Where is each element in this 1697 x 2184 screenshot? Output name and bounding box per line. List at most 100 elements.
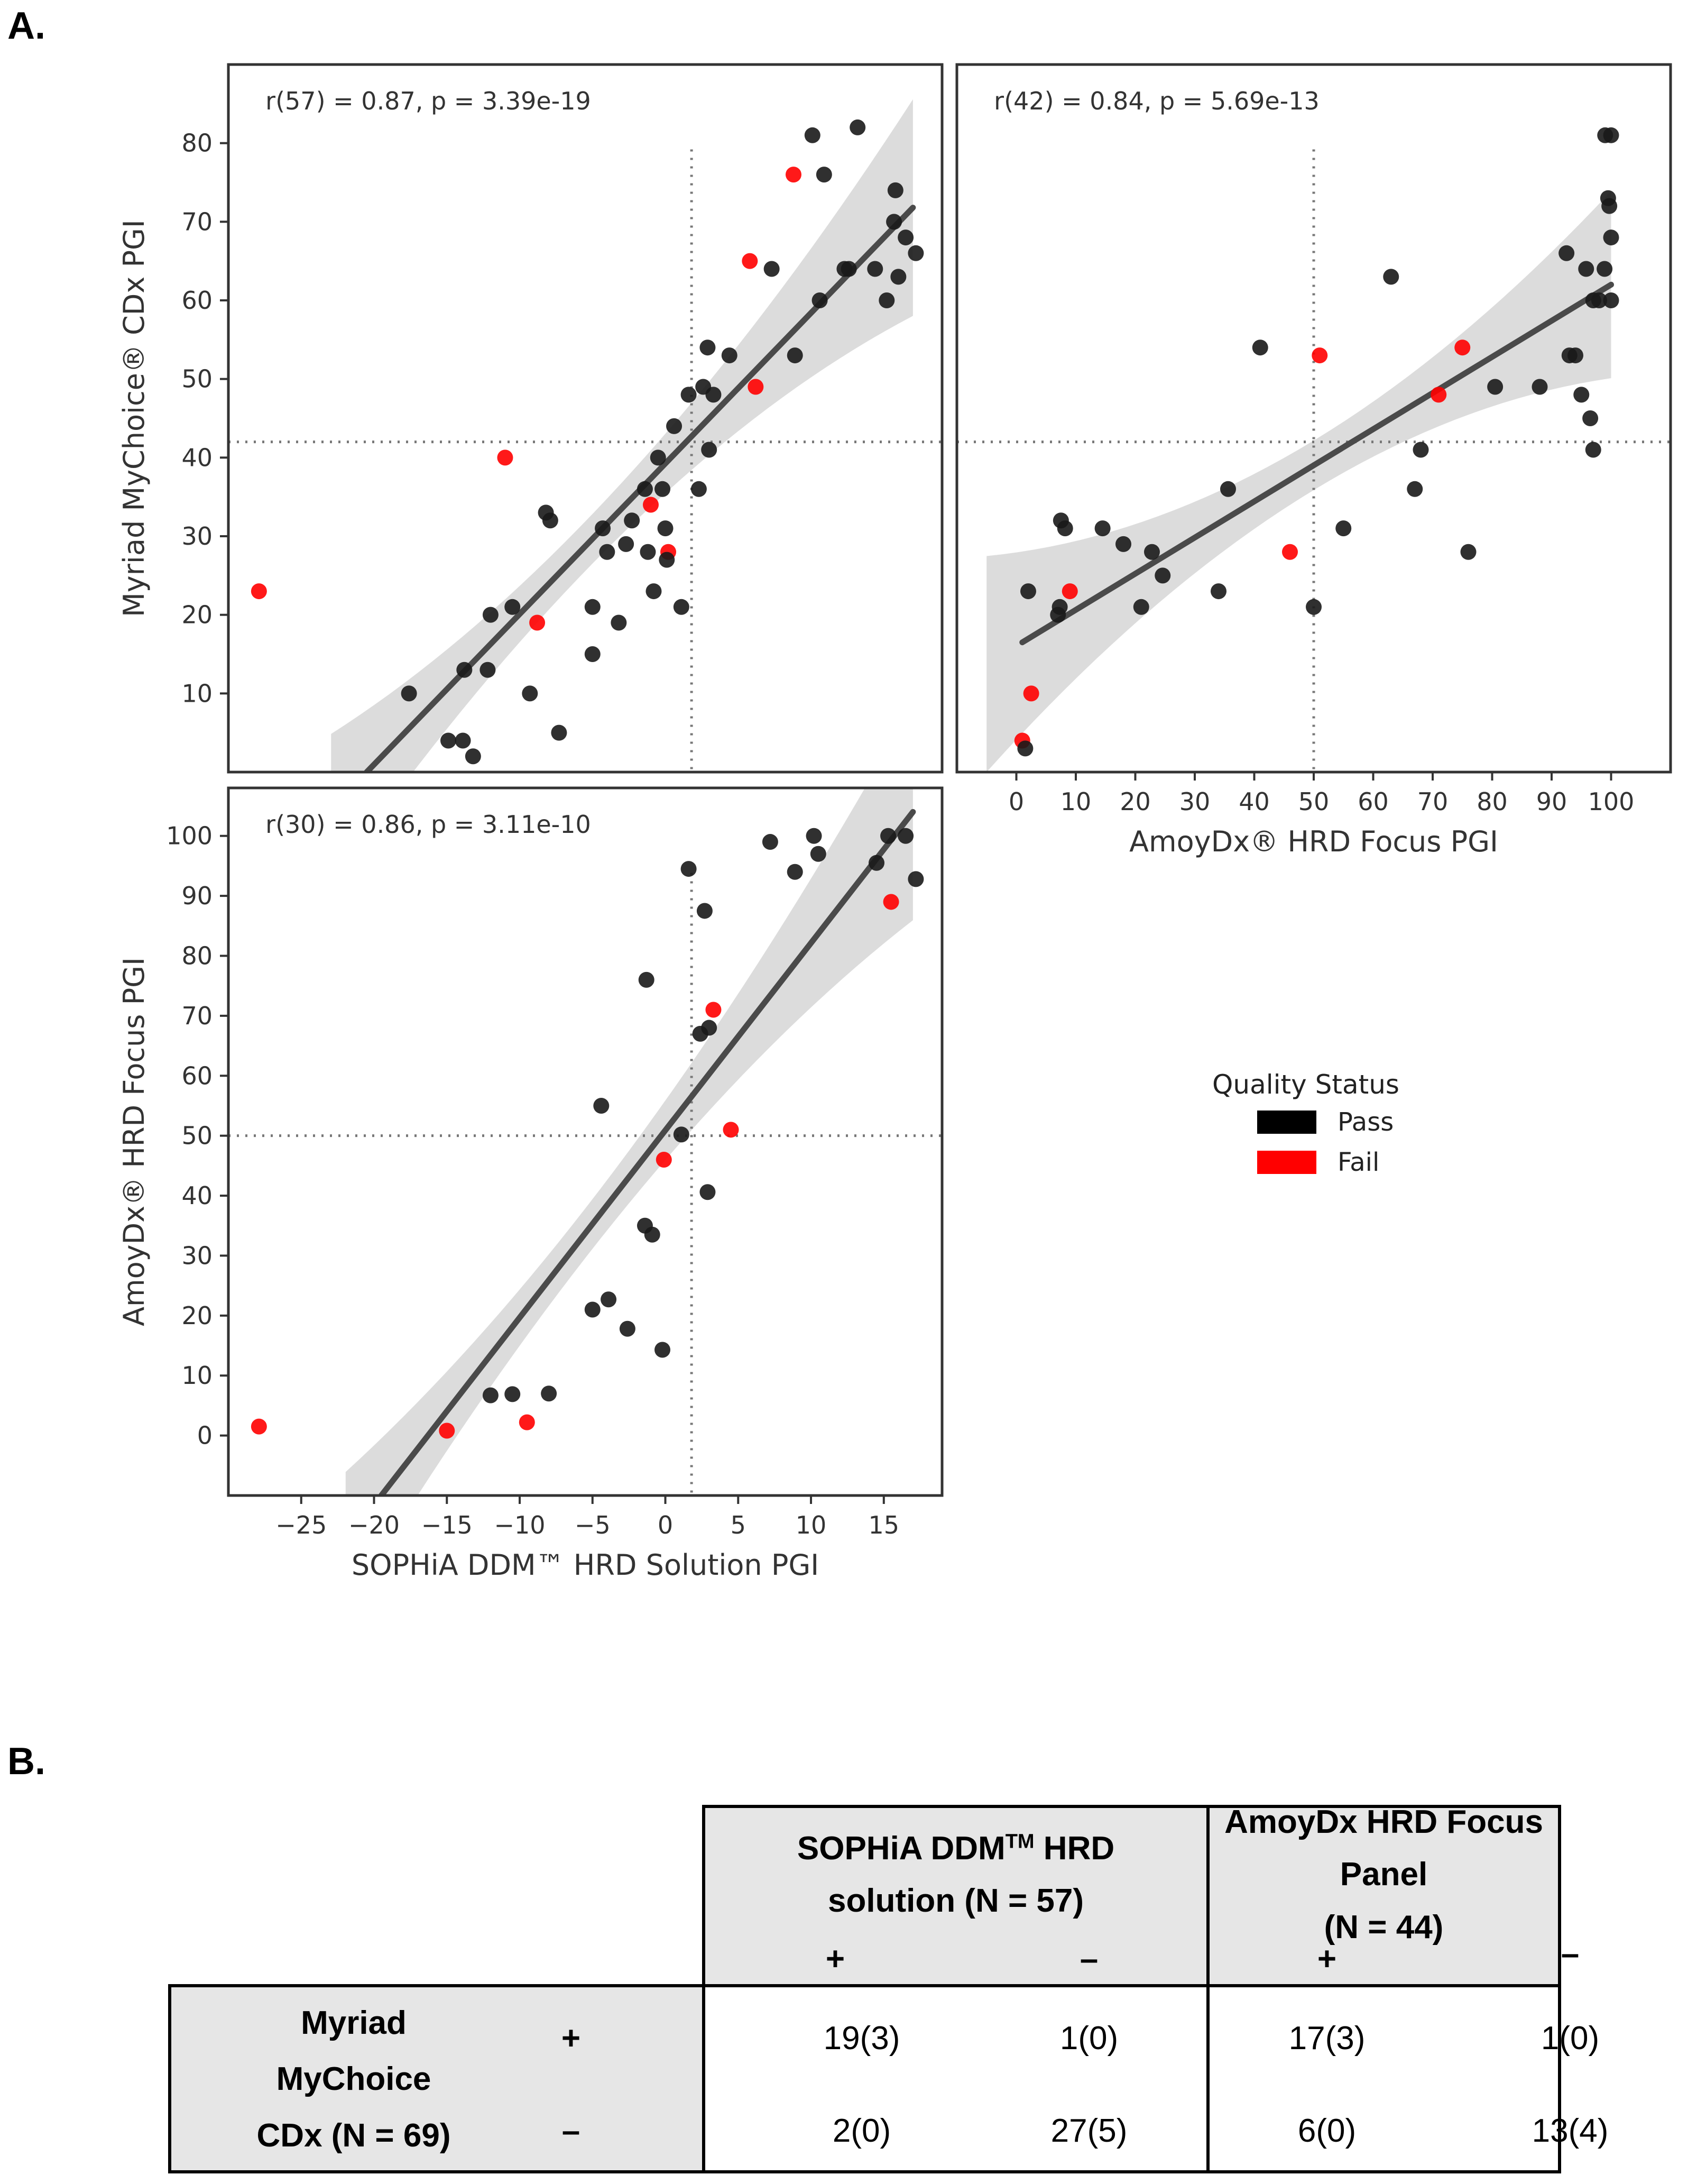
data-point-pass <box>804 127 820 143</box>
data-point-pass <box>504 599 521 615</box>
data-point-fail <box>519 1414 535 1430</box>
x-tick-label: 5 <box>731 1511 746 1539</box>
data-point-pass <box>1591 292 1607 308</box>
y-tick-label: 70 <box>181 1002 213 1030</box>
data-point-pass <box>1603 292 1619 308</box>
data-point-pass <box>1306 599 1322 615</box>
data-point-pass <box>1133 599 1149 615</box>
y-tick-label: 80 <box>181 941 213 970</box>
x-tick-label: 0 <box>658 1511 673 1539</box>
data-point-pass <box>482 607 499 623</box>
data-point-pass <box>850 119 866 135</box>
data-point-pass <box>1558 245 1575 261</box>
y-tick-label: 60 <box>181 286 213 315</box>
scatter-panel-amoydx-vs-myriad: r(42) = 0.84, p = 5.69e-13 0 10 20 30 40 50 60 7… <box>955 63 1672 858</box>
data-point-fail <box>742 253 758 269</box>
panel-label-b: B. <box>7 1740 45 1783</box>
col-sign-sophia-plus: + <box>825 1941 845 1978</box>
correlation-annotation: r(30) = 0.86, p = 3.11e-10 <box>265 810 591 839</box>
data-point-pass <box>867 261 883 277</box>
data-point-pass <box>673 1126 689 1143</box>
x-tick-label: 90 <box>1536 787 1567 816</box>
col-header-amoydx: AmoyDx HRD Focus Panel (N = 44) <box>1224 1804 1543 1946</box>
data-point-pass <box>908 245 924 261</box>
y-tick-label: 20 <box>181 1301 213 1330</box>
table-cell: 1(0) <box>1541 2020 1600 2057</box>
data-point-pass <box>1220 481 1236 497</box>
data-point-pass <box>1052 599 1068 615</box>
x-tick-label: 30 <box>1179 787 1211 816</box>
data-point-pass <box>908 871 924 887</box>
data-point-pass <box>1603 230 1619 246</box>
data-point-fail <box>529 614 546 631</box>
data-point-pass <box>657 520 674 537</box>
data-point-pass <box>1383 269 1399 285</box>
data-point-pass <box>898 828 914 844</box>
scatter-panel-sophia-vs-amoydx: r(30) = 0.86, p = 3.11e-1001020304050607… <box>117 786 944 1582</box>
data-point-fail <box>723 1122 739 1138</box>
data-point-pass <box>601 1291 617 1308</box>
row-sign-plus: + <box>561 2020 581 2057</box>
x-tick-label: 50 <box>1298 787 1330 816</box>
data-point-fail <box>656 1152 672 1168</box>
x-tick-label: −15 <box>421 1511 473 1539</box>
data-point-pass <box>1413 442 1429 458</box>
confidence-band <box>331 99 913 772</box>
table-cell: 13(4) <box>1532 2113 1609 2150</box>
data-point-pass <box>1532 379 1548 395</box>
data-point-pass <box>1017 740 1034 757</box>
data-point-pass <box>654 1342 671 1358</box>
data-point-pass <box>654 481 671 497</box>
col-sign-amoydx-minus: – <box>1561 1935 1580 1972</box>
y-tick-label: 40 <box>181 443 213 472</box>
data-point-pass <box>699 339 716 356</box>
data-point-pass <box>456 662 473 678</box>
data-point-pass <box>787 347 803 364</box>
data-point-pass <box>1460 544 1477 560</box>
data-point-pass <box>705 387 722 403</box>
x-axis-label: AmoyDx® HRD Focus PGI <box>1129 825 1498 858</box>
y-tick-label: 0 <box>197 1421 213 1450</box>
y-axis-label: Myriad MyChoice® CDx PGI <box>117 219 151 617</box>
x-axis-label: SOPHiA DDM™ HRD Solution PGI <box>352 1548 819 1582</box>
data-point-pass <box>1094 520 1111 537</box>
data-point-pass <box>659 552 675 568</box>
data-point-fail <box>785 167 801 183</box>
y-tick-label: 80 <box>181 129 213 158</box>
data-point-pass <box>611 614 627 631</box>
scatter-figure: r(57) = 0.87, p = 3.39e-1910203040506070… <box>117 63 1672 1582</box>
y-tick-label: 30 <box>181 1241 213 1270</box>
data-point-pass <box>584 1301 601 1318</box>
data-point-pass <box>1567 347 1583 364</box>
legend: Quality Status Pass Fail <box>1212 1069 1399 1177</box>
data-point-pass <box>1144 544 1160 560</box>
correlation-annotation: r(57) = 0.87, p = 3.39e-19 <box>265 87 591 115</box>
x-tick-label: 60 <box>1358 787 1389 816</box>
x-tick-label: 100 <box>1588 787 1635 816</box>
x-tick-label: −25 <box>275 1511 327 1539</box>
y-tick-label: 90 <box>181 882 213 910</box>
x-tick-label: −20 <box>348 1511 400 1539</box>
data-point-pass <box>584 599 601 615</box>
data-point-pass <box>673 599 689 615</box>
data-point-pass <box>401 685 417 702</box>
x-tick-label: −10 <box>494 1511 545 1539</box>
data-point-pass <box>690 481 707 497</box>
data-point-pass <box>595 520 611 537</box>
data-point-pass <box>1115 536 1131 552</box>
data-point-fail <box>439 1423 455 1439</box>
data-point-pass <box>879 292 895 308</box>
plot-frame <box>227 63 944 774</box>
y-tick-label: 50 <box>181 365 213 393</box>
y-tick-label: 20 <box>181 601 213 629</box>
regression-line <box>1019 281 1614 646</box>
data-point-fail <box>1454 339 1471 356</box>
data-point-pass <box>1603 127 1619 143</box>
data-point-pass <box>1597 261 1613 277</box>
data-point-pass <box>640 544 656 560</box>
x-tick-label: 10 <box>1060 787 1092 816</box>
confidence-band <box>345 788 913 1495</box>
data-point-fail <box>642 497 659 513</box>
data-point-pass <box>811 292 828 308</box>
